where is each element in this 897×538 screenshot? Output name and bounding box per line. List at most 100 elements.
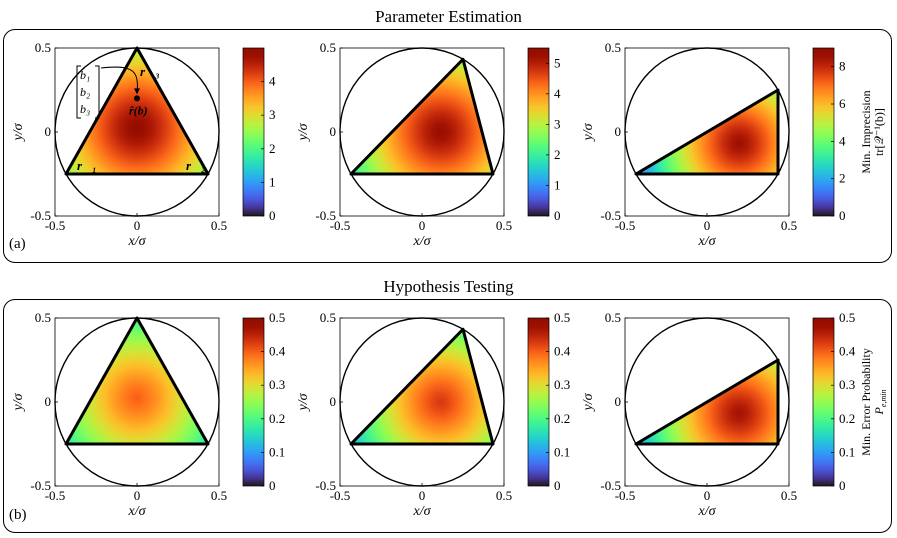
colorbar xyxy=(812,317,835,487)
b-vector-right-bracket xyxy=(95,65,100,119)
colorbar-tick-label: 2 xyxy=(839,171,846,186)
colorbar-tick-label: 0.3 xyxy=(839,377,855,392)
x-tick-label: -0.5 xyxy=(45,488,66,503)
x-tick-label: 0.5 xyxy=(496,488,512,503)
estimate-arrow xyxy=(100,66,138,94)
colorbar-tick-label: 0.1 xyxy=(554,444,570,459)
heatmap-panel-a3: -0.5 0 0.5 -0.5 0 0.5 x/σ y/σ 0 2 4 6 8 Min. Imprecis… xyxy=(581,40,886,249)
b3-label: b₃ xyxy=(80,102,90,116)
vector-r1-label: r⃗₁ xyxy=(77,158,97,173)
y-tick-label: -0.5 xyxy=(315,208,336,223)
triangle-outline xyxy=(349,327,495,446)
colorbar-tick-label: 0.5 xyxy=(269,310,285,325)
y-tick-label: -0.5 xyxy=(315,478,336,493)
y-tick-label: -0.5 xyxy=(600,208,621,223)
colorbar-tick-label: 0.4 xyxy=(269,344,286,359)
estimate-label: r̂(b) xyxy=(129,103,148,117)
x-tick-label: -0.5 xyxy=(45,218,66,233)
colorbar-tick-label: 6 xyxy=(839,96,846,111)
triangle-outline xyxy=(64,316,210,446)
colorbar-tick-label: 0.2 xyxy=(839,411,855,426)
colorbar-tick-label: 0 xyxy=(269,478,276,493)
x-tick-label: 0 xyxy=(134,218,141,233)
y-tick-label: 0 xyxy=(615,394,622,409)
colorbar-tick-label: 0 xyxy=(554,478,561,493)
y-tick-label: -0.5 xyxy=(600,478,621,493)
x-tick-label: 0 xyxy=(704,218,711,233)
y-axis-label: y/σ xyxy=(581,392,596,412)
colorbar-tick-label: 0.4 xyxy=(554,344,571,359)
colorbar-label-line1: Min. Imprecision xyxy=(859,90,873,173)
vector-r2-label: r⃗₂ xyxy=(186,158,206,173)
triangle-outline xyxy=(349,57,495,176)
colorbar-tick-label: 1 xyxy=(269,174,276,189)
colorbar-tick-label: 0 xyxy=(269,208,276,223)
heatmap-panel-a2: -0.5 0 0.5 -0.5 0 0.5 x/σ y/σ 0 1 2 3 4 5 xyxy=(296,40,561,249)
panel-a-frame xyxy=(3,29,892,263)
y-tick-label: 0.5 xyxy=(605,310,621,325)
heatmap-panel-b1: -0.5 0 0.5 -0.5 0 0.5 x/σ y/σ 0 0.1 0.2 0.3 0.4 0.5 xyxy=(11,310,286,519)
colorbar xyxy=(527,47,550,217)
colorbar-tick-label: 0.4 xyxy=(839,344,856,359)
colorbar-tick-label: 0.1 xyxy=(839,444,855,459)
colorbar-tick-label: 0.2 xyxy=(269,411,285,426)
x-tick-label: 0.5 xyxy=(211,218,227,233)
section-title-hypothesis-testing: Hypothesis Testing xyxy=(383,277,514,296)
y-tick-label: 0 xyxy=(615,124,622,139)
x-tick-label: 0 xyxy=(419,218,426,233)
y-tick-label: -0.5 xyxy=(30,478,51,493)
x-axis-label: x/σ xyxy=(412,234,431,249)
colorbar-tick-label: 8 xyxy=(839,59,846,74)
colorbar-tick-label: 0 xyxy=(839,478,846,493)
y-tick-label: 0 xyxy=(330,394,337,409)
y-axis-label: y/σ xyxy=(581,122,596,142)
x-tick-label: 0.5 xyxy=(781,218,797,233)
y-tick-label: 0.5 xyxy=(320,40,336,55)
colorbar-tick-label: 0 xyxy=(554,208,561,223)
x-tick-label: -0.5 xyxy=(330,218,351,233)
triangle-outline xyxy=(634,358,780,446)
x-tick-label: -0.5 xyxy=(615,488,636,503)
estimate-point xyxy=(134,95,140,102)
y-tick-label: 0.5 xyxy=(35,40,51,55)
y-tick-label: 0.5 xyxy=(605,40,621,55)
x-axis-label: x/σ xyxy=(412,504,431,519)
y-axis-label: y/σ xyxy=(296,392,311,412)
colorbar-tick-label: 0.2 xyxy=(554,411,570,426)
x-axis-label: x/σ xyxy=(697,234,716,249)
x-tick-label: -0.5 xyxy=(330,488,351,503)
x-tick-label: 0 xyxy=(419,488,426,503)
estimate-arrowhead xyxy=(134,88,140,95)
heatmap-panel-b2: -0.5 0 0.5 -0.5 0 0.5 x/σ y/σ 0 0.1 0.2 0.3 0.4 0.5 xyxy=(296,310,571,519)
x-tick-label: 0 xyxy=(134,488,141,503)
colorbar-tick-label: 4 xyxy=(839,133,846,148)
colorbar-tick-label: 0.3 xyxy=(554,377,570,392)
colorbar xyxy=(242,47,265,217)
panel-b-frame xyxy=(3,299,892,533)
y-tick-label: -0.5 xyxy=(30,208,51,223)
colorbar-tick-label: 4 xyxy=(554,86,561,101)
colorbar xyxy=(242,317,265,487)
y-tick-label: 0 xyxy=(45,124,52,139)
y-tick-label: 0 xyxy=(45,394,52,409)
colorbar-tick-label: 3 xyxy=(554,116,561,131)
colorbar-label-line2: tr[𝒬⁻¹(b)] xyxy=(872,108,886,156)
colorbar-label-line2: Pe,min xyxy=(872,390,888,416)
colorbar xyxy=(812,47,835,217)
y-tick-label: 0.5 xyxy=(35,310,51,325)
y-axis-label: y/σ xyxy=(296,122,311,142)
y-axis-label: y/σ xyxy=(11,392,26,412)
panel-a-label: (a) xyxy=(9,236,26,252)
colorbar-tick-label: 2 xyxy=(269,141,276,156)
b-vector-left-bracket xyxy=(76,65,81,119)
y-tick-label: 0.5 xyxy=(320,310,336,325)
colorbar-tick-label: 3 xyxy=(269,107,276,122)
panel-b-label: (b) xyxy=(9,507,27,523)
x-axis-label: x/σ xyxy=(127,234,146,249)
x-axis-label: x/σ xyxy=(127,504,146,519)
colorbar-tick-label: 0.1 xyxy=(269,444,285,459)
y-axis-label: y/σ xyxy=(11,122,26,142)
x-tick-label: 0.5 xyxy=(211,488,227,503)
colorbar xyxy=(527,317,550,487)
